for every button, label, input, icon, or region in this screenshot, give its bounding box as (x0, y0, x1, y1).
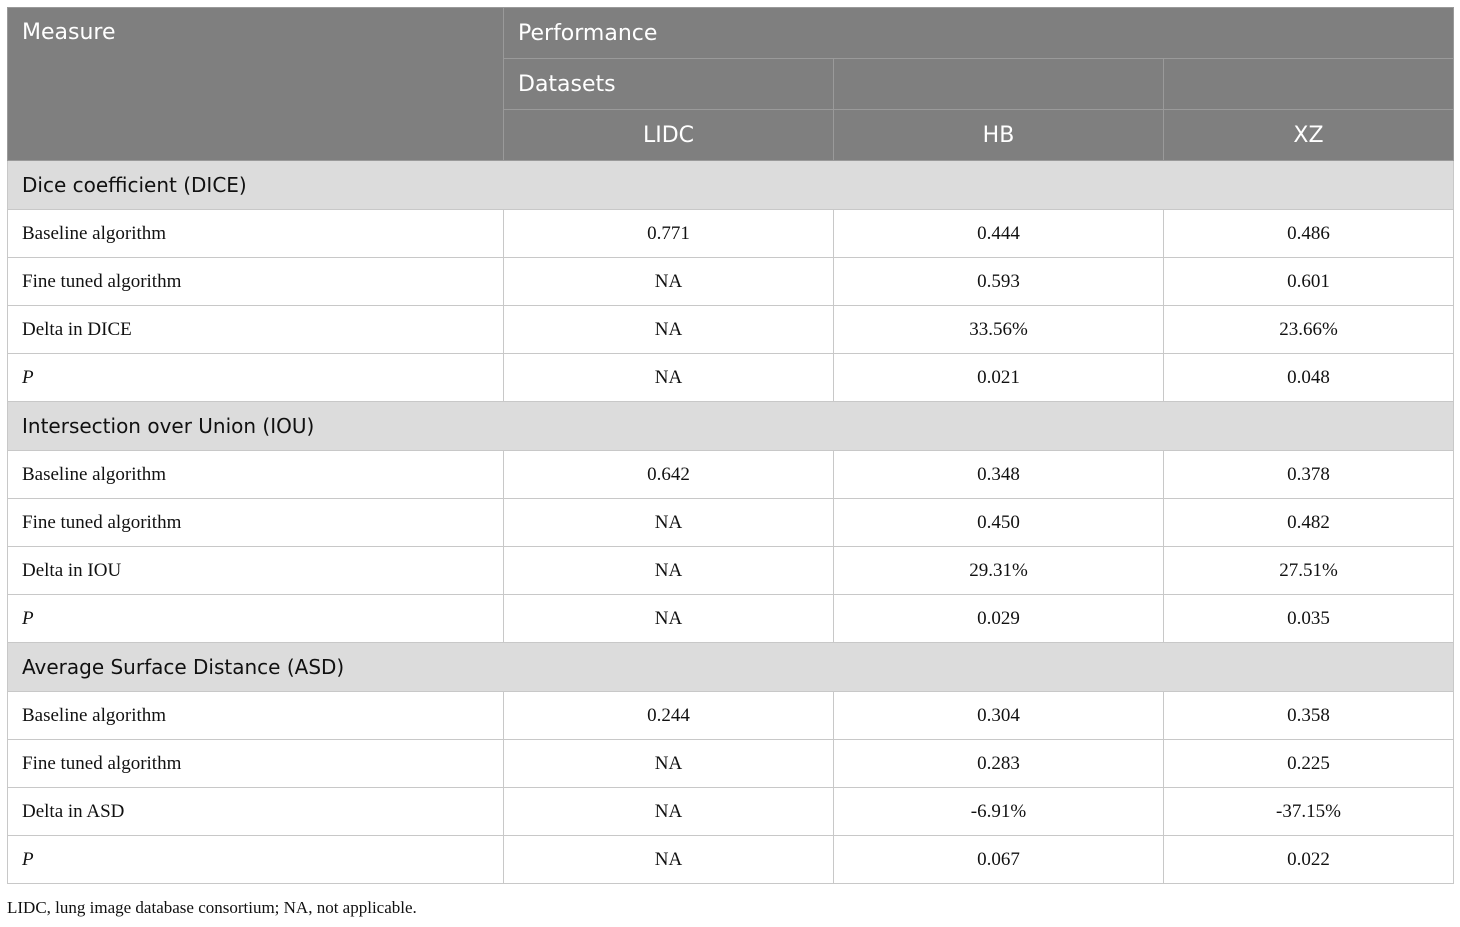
cell-value: 0.022 (1162, 835, 1455, 884)
results-table-container: Measure Performance Datasets LIDC HB XZ … (6, 7, 1455, 884)
table-row: Baseline algorithm 0.244 0.304 0.358 (7, 691, 1455, 740)
table-row: P NA 0.021 0.048 (7, 353, 1455, 402)
row-label: Delta in DICE (7, 305, 504, 354)
cell-value: 23.66% (1162, 305, 1455, 354)
cell-value: NA (503, 305, 834, 354)
row-label: P (7, 835, 504, 884)
cell-value: 0.067 (833, 835, 1164, 884)
header-empty-cell (833, 58, 1164, 110)
row-label: P (7, 594, 504, 643)
row-label: Delta in ASD (7, 787, 504, 836)
cell-value: 33.56% (833, 305, 1164, 354)
cell-value: 0.225 (1162, 739, 1455, 788)
cell-value: 29.31% (833, 546, 1164, 595)
header-col-xz: XZ (1162, 109, 1455, 161)
results-table: Measure Performance Datasets LIDC HB XZ … (6, 7, 1455, 884)
header-performance: Performance (502, 7, 1455, 59)
cell-value: -37.15% (1162, 787, 1455, 836)
table-row: Fine tuned algorithm NA 0.283 0.225 (7, 739, 1455, 788)
cell-value: 0.348 (833, 450, 1164, 499)
table-row: Baseline algorithm 0.642 0.348 0.378 (7, 450, 1455, 499)
cell-value: NA (503, 739, 834, 788)
table-header: Measure Performance Datasets LIDC HB XZ (7, 7, 1455, 161)
cell-value: NA (503, 498, 834, 547)
cell-value: 0.601 (1162, 257, 1455, 306)
section-row: Dice coefficient (DICE) (6, 160, 1455, 210)
cell-value: 0.642 (503, 450, 834, 499)
row-label: Baseline algorithm (7, 209, 504, 258)
header-col-lidc: LIDC (503, 109, 834, 161)
cell-value: 0.450 (833, 498, 1164, 547)
row-label: Fine tuned algorithm (7, 257, 504, 306)
cell-value: 0.035 (1162, 594, 1455, 643)
cell-value: 0.444 (833, 209, 1164, 258)
section-row: Intersection over Union (IOU) (6, 401, 1455, 451)
row-label: Fine tuned algorithm (7, 739, 504, 788)
row-label: Delta in IOU (7, 546, 504, 595)
cell-value: NA (503, 594, 834, 643)
table-row: Delta in DICE NA 33.56% 23.66% (7, 305, 1455, 354)
cell-value: 0.593 (833, 257, 1164, 306)
cell-value: 0.486 (1162, 209, 1455, 258)
table-row: Fine tuned algorithm NA 0.450 0.482 (7, 498, 1455, 547)
table-row: Delta in IOU NA 29.31% 27.51% (7, 546, 1455, 595)
table-row: P NA 0.029 0.035 (7, 594, 1455, 643)
table-row: Baseline algorithm 0.771 0.444 0.486 (7, 209, 1455, 258)
table-row: P NA 0.067 0.022 (7, 835, 1455, 884)
section-title: Intersection over Union (IOU) (6, 401, 1455, 451)
cell-value: 0.378 (1162, 450, 1455, 499)
cell-value: 0.358 (1162, 691, 1455, 740)
row-label: Baseline algorithm (7, 450, 504, 499)
section-row: Average Surface Distance (ASD) (6, 642, 1455, 692)
cell-value: 0.304 (833, 691, 1164, 740)
cell-value: NA (503, 546, 834, 595)
header-empty-cell (1162, 58, 1455, 110)
row-label: Baseline algorithm (7, 691, 504, 740)
table-row: Fine tuned algorithm NA 0.593 0.601 (7, 257, 1455, 306)
section-title: Dice coefficient (DICE) (6, 160, 1455, 210)
table-row: Delta in ASD NA -6.91% -37.15% (7, 787, 1455, 836)
cell-value: 0.482 (1162, 498, 1455, 547)
header-measure: Measure (7, 7, 504, 161)
cell-value: 0.029 (833, 594, 1164, 643)
cell-value: 27.51% (1162, 546, 1455, 595)
cell-value: 0.283 (833, 739, 1164, 788)
cell-value: NA (503, 257, 834, 306)
row-label: Fine tuned algorithm (7, 498, 504, 547)
cell-value: 0.244 (503, 691, 834, 740)
cell-value: 0.048 (1162, 353, 1455, 402)
cell-value: NA (503, 787, 834, 836)
header-datasets: Datasets (503, 58, 834, 110)
cell-value: 0.021 (833, 353, 1164, 402)
cell-value: NA (503, 353, 834, 402)
table-footnote: LIDC, lung image database consortium; NA… (7, 898, 417, 917)
cell-value: -6.91% (833, 787, 1164, 836)
section-title: Average Surface Distance (ASD) (6, 642, 1455, 692)
header-col-hb: HB (833, 109, 1164, 161)
cell-value: NA (503, 835, 834, 884)
cell-value: 0.771 (503, 209, 834, 258)
row-label: P (7, 353, 504, 402)
table-body: Dice coefficient (DICE) Baseline algorith… (6, 160, 1455, 884)
